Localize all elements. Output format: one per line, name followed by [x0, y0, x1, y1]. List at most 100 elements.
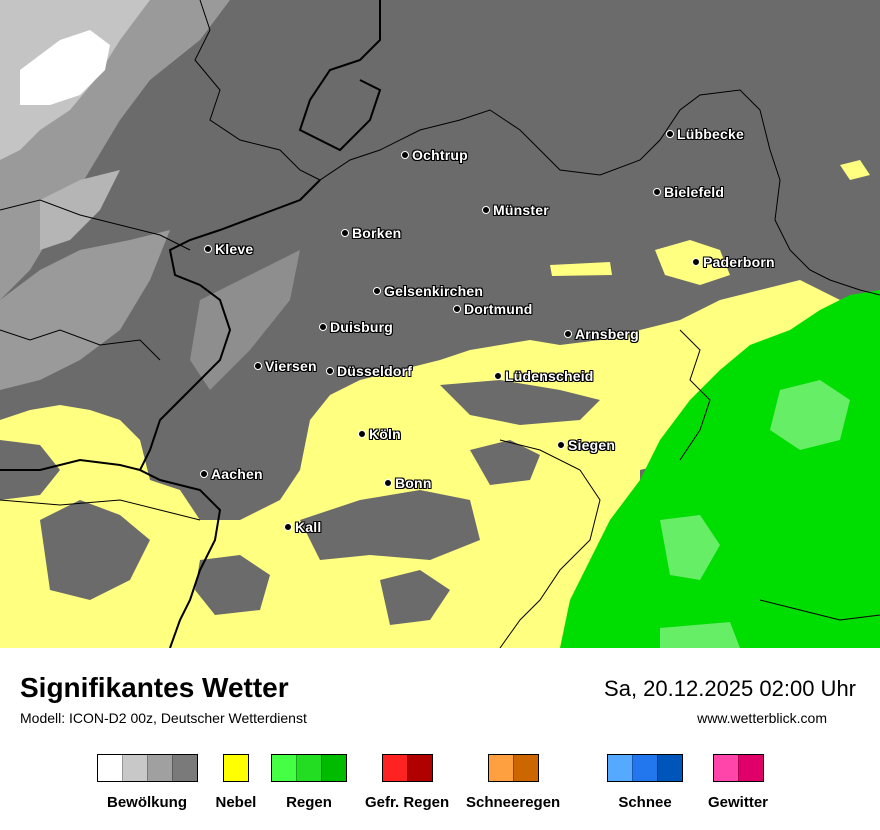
city-marker: Paderborn [692, 254, 775, 270]
legend-item: Schneeregen [466, 754, 560, 811]
legend-swatch [512, 755, 538, 781]
city-dot-icon [204, 245, 212, 253]
forecast-datetime: Sa, 20.12.2025 02:00 Uhr [604, 676, 856, 701]
city-dot-icon [692, 258, 700, 266]
city-label: Siegen [568, 437, 616, 453]
fog-patch-north [550, 262, 612, 276]
city-dot-icon [319, 323, 327, 331]
legend-item: Regen [271, 754, 347, 811]
legend-item: Gewitter [708, 754, 768, 811]
clear-area [20, 30, 110, 105]
cloud-patch-6 [470, 440, 540, 485]
city-marker: Aachen [200, 466, 263, 482]
legend-swatches [487, 754, 539, 782]
city-dot-icon [653, 188, 661, 196]
cloud-patch-3 [40, 500, 150, 600]
city-dot-icon [373, 287, 381, 295]
legend-label: Gefr. Regen [365, 794, 450, 811]
city-label: Viersen [265, 358, 317, 374]
legend-label: Schnee [618, 794, 672, 811]
legend-swatches [271, 754, 347, 782]
city-dot-icon [564, 330, 572, 338]
city-label: Borken [352, 225, 402, 241]
legend-swatch [272, 755, 296, 781]
city-label: Arnsberg [575, 326, 639, 342]
city-marker: Kleve [204, 241, 253, 257]
city-marker: Bielefeld [653, 184, 724, 200]
website-link[interactable]: www.wetterblick.com [697, 710, 827, 726]
city-marker: Köln [358, 426, 401, 442]
city-label: Duisburg [330, 319, 394, 335]
legend-swatch [406, 755, 432, 781]
state-borders [0, 0, 880, 648]
map-title: Signifikantes Wetter [20, 672, 289, 703]
legend-label: Bewölkung [106, 794, 187, 811]
legend-swatch [171, 755, 197, 781]
city-marker: Siegen [557, 437, 615, 453]
city-marker: Ochtrup [401, 147, 468, 163]
city-marker: Lübbecke [666, 126, 744, 142]
legend-item: Gefr. Regen [365, 754, 449, 811]
legend-swatch [608, 755, 632, 781]
city-marker: Gelsenkirchen [373, 283, 483, 299]
cloud-patch-1 [440, 380, 600, 425]
legend-item: Bewölkung [96, 754, 198, 811]
legend-swatch [488, 755, 513, 781]
city-marker: Duisburg [319, 319, 393, 335]
city-label: Bielefeld [664, 184, 725, 200]
legend-swatches [96, 754, 198, 782]
cloud-mid-band [190, 250, 300, 390]
legend-swatches [712, 754, 764, 782]
city-dot-icon [494, 372, 502, 380]
weather-map: Lübbecke Ochtrup Bielefeld Münster Borke… [0, 0, 880, 648]
city-dot-icon [401, 151, 409, 159]
rain-area [560, 290, 880, 648]
legend-label: Nebel [215, 794, 257, 811]
city-label: Düsseldorf [337, 363, 413, 379]
city-dot-icon [482, 206, 490, 214]
city-marker: Düsseldorf [326, 363, 412, 379]
city-marker: Viersen [254, 358, 317, 374]
rain-light-patch-3 [660, 622, 740, 648]
city-label: Bonn [395, 475, 432, 491]
city-dot-icon [358, 430, 366, 438]
city-label: Ochtrup [412, 147, 468, 163]
city-label: Münster [493, 202, 549, 218]
city-dot-icon [284, 523, 292, 531]
city-marker: Bonn [384, 475, 432, 491]
legend-swatch [632, 755, 657, 781]
legend-item: Nebel [215, 754, 257, 811]
legend-swatches [222, 754, 249, 782]
legend-label: Schneeregen [466, 794, 561, 811]
city-marker: Arnsberg [564, 326, 639, 342]
cloud-light-area-2 [0, 230, 170, 390]
legend-swatch [97, 755, 122, 781]
legend-swatch [321, 755, 346, 781]
cloud-patch-5 [380, 570, 450, 625]
cloud-patch-4 [195, 555, 270, 615]
country-borders [0, 0, 382, 648]
city-label: Dortmund [464, 301, 533, 317]
city-dot-icon [557, 441, 565, 449]
legend-item: Schnee [607, 754, 683, 811]
legend-swatches [607, 754, 683, 782]
city-marker: Lüdenscheid [494, 368, 594, 384]
city-label: Lüdenscheid [505, 368, 594, 384]
legend-swatch [146, 755, 172, 781]
rain-light-patch-2 [660, 515, 720, 580]
city-dot-icon [666, 130, 674, 138]
city-label: Gelsenkirchen [384, 283, 484, 299]
city-label: Lübbecke [677, 126, 744, 142]
legend-swatch [223, 755, 248, 781]
legend-swatches [381, 754, 433, 782]
city-dot-icon [200, 470, 208, 478]
city-dot-icon [453, 305, 461, 313]
city-label: Kleve [215, 241, 254, 257]
legend-label: Gewitter [708, 794, 769, 811]
city-marker: Dortmund [453, 301, 532, 317]
rain-light-patch-1 [770, 380, 850, 450]
legend-swatch [657, 755, 682, 781]
cloud-lighter-area-2 [40, 170, 120, 250]
legend-swatch [737, 755, 763, 781]
city-dot-icon [384, 479, 392, 487]
